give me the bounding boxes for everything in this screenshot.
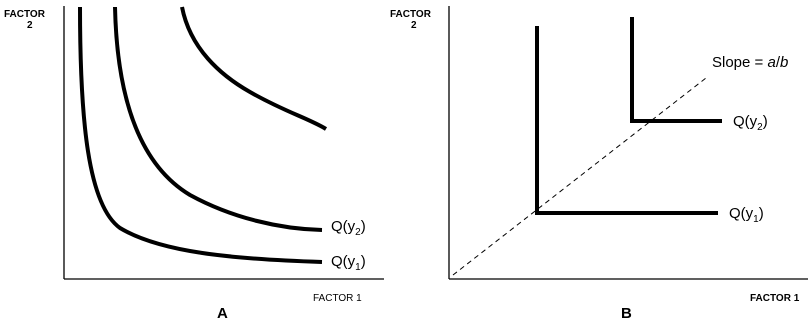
panel-a-isoquant-inner bbox=[78, 6, 323, 264]
panel-a-letter: A bbox=[217, 305, 228, 322]
panel-b-x-axis-label: FACTOR 1 bbox=[750, 293, 800, 304]
panel-b: FACTOR 2 FACTOR 1 B Slope = a/b Q(y2) Q(… bbox=[390, 6, 808, 322]
panel-a-y-axis-label-number: 2 bbox=[27, 20, 33, 31]
panel-a-x-axis-label: FACTOR 1 bbox=[313, 293, 362, 304]
panel-b-y-axis-label: FACTOR bbox=[390, 9, 432, 20]
panel-b-isoquant-outer bbox=[630, 17, 722, 123]
panel-a-y-axis-label: FACTOR bbox=[4, 9, 46, 20]
panel-a-label-q-y2: Q(y2) bbox=[331, 218, 366, 238]
panel-a: FACTOR 2 FACTOR 1 A Q(y2) Q(y1) bbox=[4, 6, 384, 322]
panel-b-isoquant-inner bbox=[535, 26, 718, 215]
panel-a-isoquant-middle bbox=[113, 6, 323, 232]
panel-b-label-q-y2: Q(y2) bbox=[733, 113, 768, 133]
panel-b-y-axis-label-number: 2 bbox=[411, 20, 417, 31]
panel-a-label-q-y1: Q(y1) bbox=[331, 253, 366, 273]
panel-b-label-q-y1: Q(y1) bbox=[729, 205, 764, 225]
panel-b-letter: B bbox=[621, 305, 632, 322]
panel-b-slope-label: Slope = a/b bbox=[712, 54, 788, 71]
panel-a-isoquant-outer bbox=[180, 6, 328, 131]
panel-b-expansion-path bbox=[452, 77, 707, 276]
